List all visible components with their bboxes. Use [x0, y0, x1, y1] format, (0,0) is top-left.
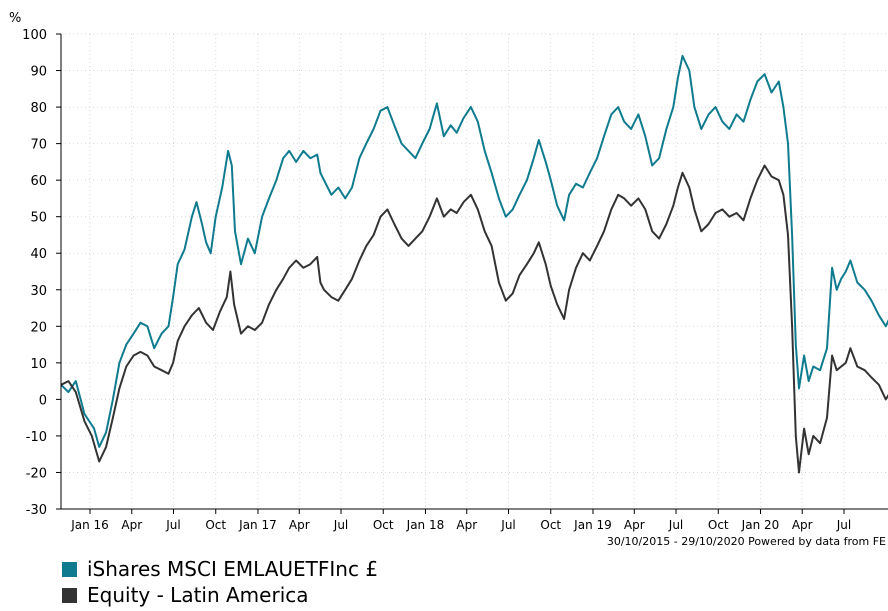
x-tick-label: Apr [456, 518, 477, 532]
legend-item: Equity - Latin America [62, 582, 378, 608]
x-tick-label: Oct [205, 518, 226, 532]
series-line-0 [60, 54, 888, 448]
x-tick-label: Apr [624, 518, 645, 532]
y-tick-label: 40 [30, 247, 47, 262]
x-tick-label: Jan 16 [70, 518, 109, 532]
x-tick-label: Jan 20 [741, 518, 780, 532]
legend-label: Equity - Latin America [87, 583, 309, 607]
series-line-1 [60, 164, 888, 474]
x-tick-label: Jul [836, 518, 851, 532]
x-tick-label: Oct [708, 518, 729, 532]
legend: iShares MSCI EMLAUETFInc £ Equity - Latin… [62, 556, 378, 608]
y-tick-label: -30 [26, 503, 47, 518]
series-layer [60, 54, 888, 474]
x-tick-label: Jul [500, 518, 515, 532]
x-tick-label: Jul [668, 518, 683, 532]
legend-swatch [62, 561, 77, 577]
y-tick-label: -20 [26, 466, 47, 481]
x-tick-label: Apr [121, 518, 142, 532]
x-tick-label: Oct [540, 518, 561, 532]
chart-footer: 30/10/2015 - 29/10/2020 Powered by data … [607, 535, 886, 548]
x-tick-label: Apr [289, 518, 310, 532]
y-tick-label: 50 [30, 211, 47, 226]
grid-lines [61, 33, 888, 510]
x-tick-label: Apr [792, 518, 813, 532]
x-tick-label: Jul [165, 518, 180, 532]
y-tick-label: 0 [39, 393, 47, 408]
y-tick-label: -10 [26, 430, 47, 445]
x-tick-label: Jan 17 [238, 518, 277, 532]
y-tick-label: 90 [30, 65, 47, 80]
legend-item: iShares MSCI EMLAUETFInc £ [62, 556, 378, 582]
y-tick-label: 100 [22, 28, 47, 43]
y-tick-label: 30 [30, 284, 47, 299]
y-unit-label: % [9, 11, 21, 26]
y-tick-label: 20 [30, 320, 47, 335]
x-tick-label: Jan 18 [406, 518, 445, 532]
x-axis-ticks: Jan 16 Apr Jul Oct Jan 17 Apr Jul Oct Jan 18 Apr J… [70, 509, 851, 532]
x-tick-label: Jan 19 [573, 518, 612, 532]
x-tick-label: Oct [373, 518, 394, 532]
x-tick-label: Jul [333, 518, 348, 532]
y-tick-label: 80 [30, 101, 47, 116]
legend-swatch [62, 587, 77, 603]
y-tick-label: 10 [30, 357, 47, 372]
y-tick-label: 60 [30, 174, 47, 189]
y-tick-label: 70 [30, 138, 47, 153]
legend-label: iShares MSCI EMLAUETFInc £ [87, 557, 379, 581]
